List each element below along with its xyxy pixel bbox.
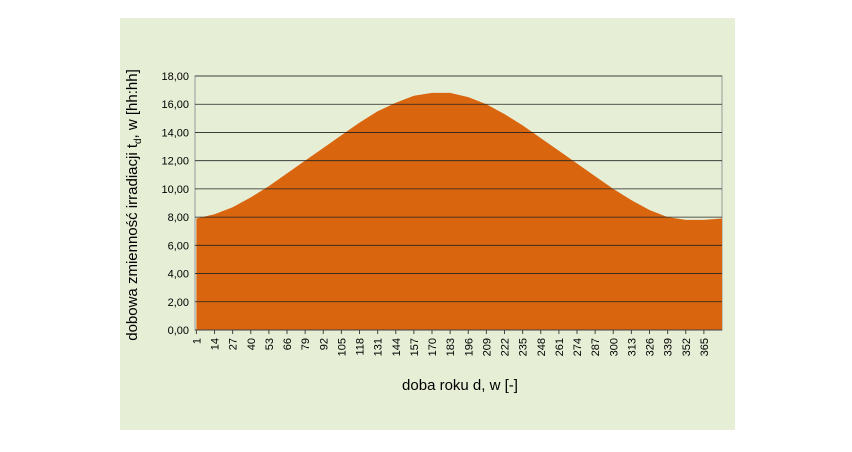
y-tick-label: 6,00 <box>168 240 189 252</box>
x-tick-label: 40 <box>246 338 258 350</box>
x-tick-label: 131 <box>373 338 385 356</box>
x-tick-label: 66 <box>282 338 294 350</box>
y-tick-label: 12,00 <box>161 156 189 168</box>
y-axis-label: dobowa zmienność irradiacji td, w [hh:hh… <box>124 69 144 341</box>
y-tick-label: 8,00 <box>168 212 189 224</box>
x-tick-label: 118 <box>355 338 367 356</box>
x-tick-label: 287 <box>590 338 602 356</box>
x-tick-label: 14 <box>210 338 222 350</box>
x-tick-label: 53 <box>264 338 276 350</box>
x-tick-label: 222 <box>500 338 512 356</box>
x-tick-label: 27 <box>228 338 240 350</box>
x-tick-label: 170 <box>427 338 439 356</box>
area <box>196 92 723 330</box>
x-tick-label: 105 <box>336 338 348 356</box>
x-tick-label: 313 <box>626 338 638 356</box>
y-tick-label: 14,00 <box>161 127 189 139</box>
y-tick-label: 10,00 <box>161 184 189 196</box>
x-tick-label: 326 <box>645 338 657 356</box>
x-tick-label: 92 <box>318 338 330 350</box>
x-tick-label: 235 <box>518 338 530 356</box>
x-tick-label: 183 <box>445 338 457 356</box>
y-tick-label: 0,00 <box>168 325 189 337</box>
x-tick-label: 352 <box>681 338 693 356</box>
x-tick-label: 248 <box>536 338 548 356</box>
x-tick-label: 274 <box>572 338 584 356</box>
x-tick-label: 157 <box>409 338 421 356</box>
y-tick-label: 4,00 <box>168 269 189 281</box>
y-axis-label-main: dobowa zmienność irradiacji t <box>124 143 141 341</box>
x-tick-label: 365 <box>699 338 711 356</box>
y-tick-label: 18,00 <box>161 71 189 83</box>
x-tick-label: 79 <box>300 338 312 350</box>
x-tick-label: 196 <box>463 338 475 356</box>
x-tick-label: 339 <box>663 338 675 356</box>
x-tick-label: 144 <box>391 338 403 356</box>
y-axis-label-sub: d <box>133 138 144 144</box>
x-tick-label: 261 <box>554 338 566 356</box>
y-tick-label: 2,00 <box>168 297 189 309</box>
x-tick-label: 1 <box>191 338 203 344</box>
x-tick-label: 209 <box>481 338 493 356</box>
x-axis-label: doba roku d, w [-] <box>402 377 518 394</box>
y-axis-label-rest: , w [hh:hh] <box>124 69 141 138</box>
x-tick-label: 300 <box>608 338 620 356</box>
y-tick-label: 16,00 <box>161 99 189 111</box>
